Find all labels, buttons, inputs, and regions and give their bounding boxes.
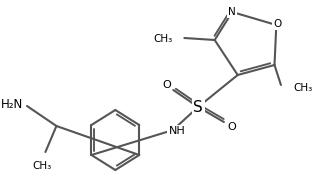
Text: N: N xyxy=(228,7,236,17)
Text: CH₃: CH₃ xyxy=(32,161,51,171)
Text: O: O xyxy=(163,80,171,90)
Text: CH₃: CH₃ xyxy=(293,83,312,93)
Text: H₂N: H₂N xyxy=(1,98,23,110)
Text: O: O xyxy=(228,122,236,132)
Text: O: O xyxy=(273,19,281,29)
Text: NH: NH xyxy=(168,126,185,136)
Text: S: S xyxy=(193,100,203,115)
Text: CH₃: CH₃ xyxy=(153,34,172,44)
